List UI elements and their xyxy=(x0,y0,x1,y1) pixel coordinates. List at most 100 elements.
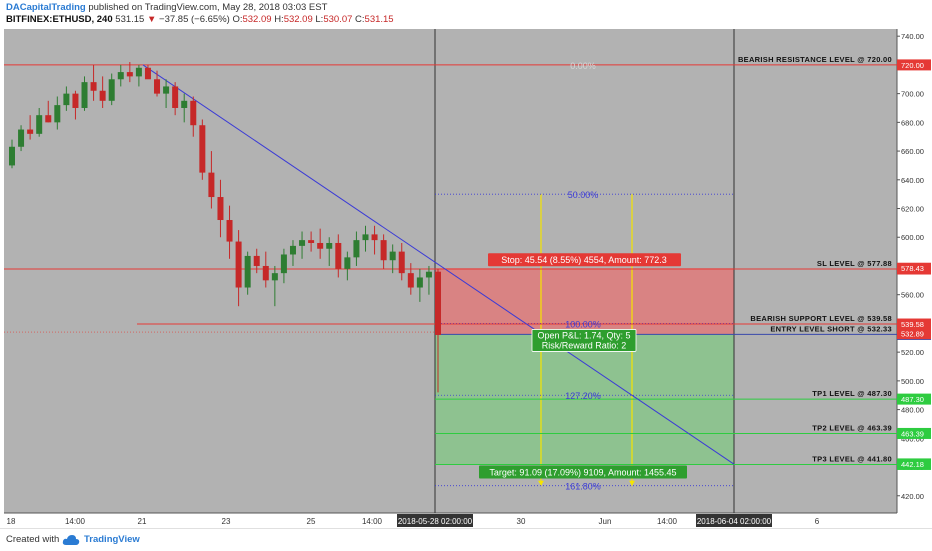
candle-body xyxy=(117,72,124,80)
price-tag xyxy=(897,458,931,470)
x-tick-label: 14:00 xyxy=(65,517,86,526)
target-label-text: Target: 91.09 (17.09%) 9109, Amount: 145… xyxy=(489,467,676,477)
high-value: 532.09 xyxy=(283,14,313,25)
candle-body xyxy=(199,125,206,173)
candle-body xyxy=(253,255,260,266)
y-tick-label: 640.00 xyxy=(901,176,924,185)
candle-body xyxy=(235,241,242,288)
y-tick-label: 680.00 xyxy=(901,118,924,127)
price-tag xyxy=(897,318,931,330)
stop-label-box xyxy=(488,253,681,267)
symbol-line: BITFINEX:ETHUSD, 240 531.15 ▼ −37.85 (−6… xyxy=(6,14,394,26)
close-label: C: xyxy=(355,14,365,25)
down-arrow-icon: ▼ xyxy=(146,14,157,25)
tradingview-cloud-icon xyxy=(62,535,80,545)
candle-body xyxy=(398,251,405,274)
x-tick-label: 18 xyxy=(7,517,16,526)
price-tag xyxy=(897,328,931,340)
candle-body xyxy=(317,242,324,249)
low-value: 530.07 xyxy=(323,14,353,25)
high-label: H: xyxy=(274,14,284,25)
price-chart[interactable]: 0.00% 50.00% 100.00% 127.20% 161.80% BEARISH … xyxy=(0,0,932,528)
candle-body xyxy=(308,240,315,243)
x-tick-label: 14:00 xyxy=(362,517,383,526)
y-tick-label: 600.00 xyxy=(901,233,924,242)
y-tick-label: 700.00 xyxy=(901,90,924,99)
y-tick-label: 480.00 xyxy=(901,406,924,415)
candle-body xyxy=(144,67,151,80)
candle-body xyxy=(72,93,79,108)
level-label: BEARISH RESISTANCE LEVEL @ 720.00 xyxy=(738,55,892,64)
y-tick-label: 420.00 xyxy=(901,492,924,501)
level-label: TP3 LEVEL @ 441.80 xyxy=(812,454,892,463)
symbol-name[interactable]: BITFINEX:ETHUSD, 240 xyxy=(6,14,113,25)
candle-body xyxy=(362,234,369,241)
publish-line: DACapitalTrading published on TradingVie… xyxy=(6,2,327,14)
yellow-arrow-icon xyxy=(629,480,635,486)
fib-label: 161.80% xyxy=(565,482,601,492)
x-tick-label: 6 xyxy=(815,517,820,526)
candle-body xyxy=(244,255,251,288)
x-tick-label: Jun xyxy=(599,517,612,526)
candle-body xyxy=(54,105,61,123)
candle-body xyxy=(208,172,215,198)
candle-body xyxy=(389,251,396,261)
x-tick-label: 14:00 xyxy=(657,517,678,526)
x-highlight-box xyxy=(696,514,772,527)
y-tick-label: 520.00 xyxy=(901,348,924,357)
candle-body xyxy=(353,240,360,258)
y-tick-label: 660.00 xyxy=(901,147,924,156)
candle-body xyxy=(262,265,269,281)
published-text: published on TradingView.com, May 28, 20… xyxy=(88,2,328,13)
target-label-box xyxy=(479,465,687,479)
price-tag-text: 487.30 xyxy=(901,395,924,404)
candle-body xyxy=(135,67,142,77)
price-tag xyxy=(897,262,931,274)
x-tick-label: 23 xyxy=(222,517,231,526)
level-label: BEARISH SUPPORT LEVEL @ 539.58 xyxy=(750,314,892,323)
fib-label: 50.00% xyxy=(568,190,599,200)
candle-body xyxy=(371,234,378,241)
candle-body xyxy=(126,72,133,77)
open-label: O: xyxy=(232,14,243,25)
last-price: 531.15 xyxy=(115,14,145,25)
footer-bar: Created with TradingView xyxy=(0,528,932,551)
open-value: 532.09 xyxy=(242,14,272,25)
x-highlight-box xyxy=(397,514,473,527)
candle-body xyxy=(27,129,34,134)
candle-body xyxy=(407,273,414,288)
candle-body xyxy=(326,242,333,249)
candle-body xyxy=(380,240,387,261)
candle-body xyxy=(289,245,296,255)
candle-body xyxy=(154,79,161,94)
candle-body xyxy=(416,277,423,288)
candle-body xyxy=(344,257,351,269)
price-tag-text: 539.58 xyxy=(901,320,924,329)
level-label: TP1 LEVEL @ 487.30 xyxy=(812,389,892,398)
candle-body xyxy=(271,273,278,281)
candle-body xyxy=(190,100,197,126)
fib-label: 0.00% xyxy=(570,61,596,71)
candle-body xyxy=(163,86,170,94)
candle-body xyxy=(226,220,233,242)
level-label: SL LEVEL @ 577.88 xyxy=(817,259,892,268)
level-label: TP2 LEVEL @ 463.39 xyxy=(812,423,892,432)
candle-body xyxy=(181,100,188,108)
low-label: L: xyxy=(315,14,324,25)
price-tag-text: 532.89 xyxy=(901,330,924,339)
y-tick-label: 500.00 xyxy=(901,377,924,386)
tradingview-brand[interactable]: TradingView xyxy=(84,534,140,545)
x-tick-label: 25 xyxy=(307,517,316,526)
candle-body xyxy=(99,90,106,101)
price-tag-text: 720.00 xyxy=(901,61,924,70)
candle-body xyxy=(172,86,179,108)
close-value: 531.15 xyxy=(364,14,394,25)
candle-body xyxy=(435,271,441,335)
y-tick-label: 560.00 xyxy=(901,291,924,300)
candle-body xyxy=(299,240,306,246)
author-link[interactable]: DACapitalTrading xyxy=(6,2,86,13)
candle-body xyxy=(217,197,224,221)
candle-body xyxy=(335,242,342,269)
rr-text: Risk/Reward Ratio: 2 xyxy=(542,340,627,350)
candle-body xyxy=(90,82,97,91)
